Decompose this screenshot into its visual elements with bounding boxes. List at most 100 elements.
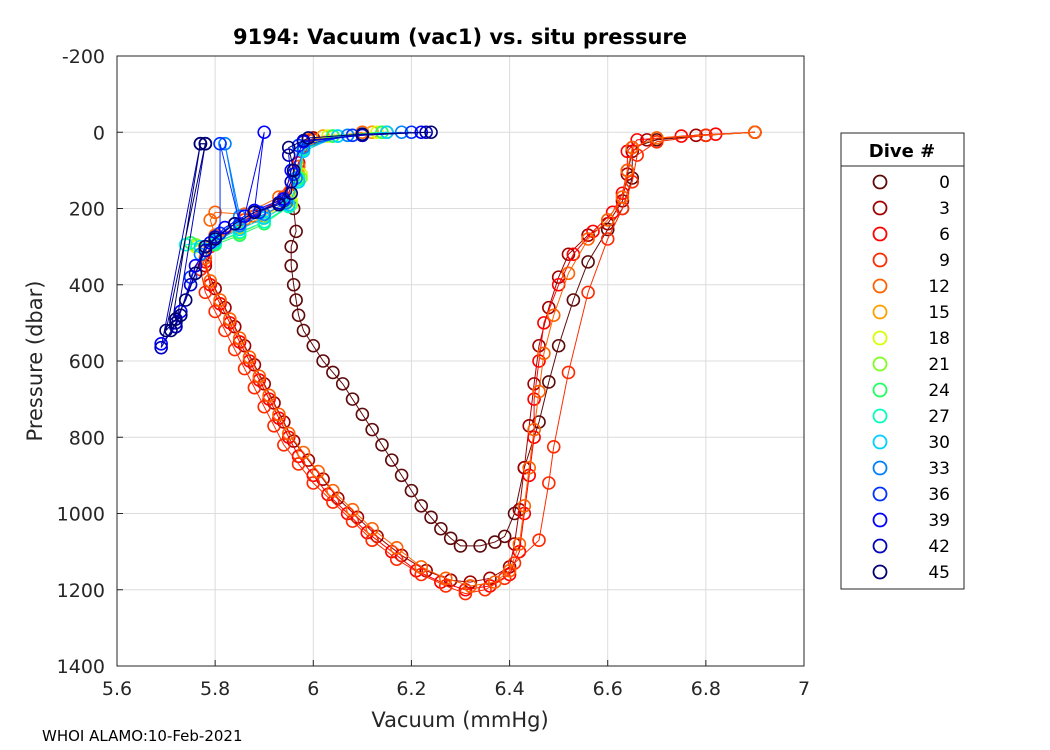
y-tick-label: 400 — [69, 275, 105, 297]
data-point — [434, 521, 448, 536]
data-point — [198, 285, 213, 300]
data-point — [566, 293, 581, 307]
data-point — [183, 277, 198, 292]
data-point — [537, 346, 551, 361]
data-point — [164, 323, 178, 338]
legend-marker — [872, 538, 888, 554]
footer-text: WHOI ALAMO:10-Feb-2021 — [42, 727, 243, 745]
data-point — [414, 560, 429, 574]
x-tick-label: 6 — [307, 678, 319, 700]
data-point — [296, 323, 311, 338]
data-point — [286, 163, 301, 178]
data-point — [512, 544, 527, 559]
data-point — [284, 258, 299, 273]
legend-marker — [872, 564, 888, 580]
data-point — [625, 175, 640, 189]
data-point — [223, 316, 237, 330]
data-point — [365, 422, 379, 437]
legend-label: 42 — [928, 537, 950, 557]
legend-marker — [872, 304, 888, 320]
legend-label: 24 — [928, 381, 950, 401]
data-point — [213, 293, 227, 307]
data-point — [198, 136, 213, 151]
data-point — [404, 483, 419, 498]
data-point — [414, 567, 429, 582]
x-tick-label: 7 — [798, 678, 810, 700]
data-point — [232, 331, 247, 345]
data-point — [203, 213, 218, 227]
legend-marker — [872, 486, 888, 502]
data-point — [159, 323, 173, 338]
data-point — [424, 125, 438, 140]
data-point — [306, 338, 321, 353]
data-point — [649, 134, 664, 149]
data-point — [355, 127, 370, 141]
legend-label: 9 — [939, 251, 950, 271]
data-point — [355, 407, 370, 422]
data-point — [289, 224, 303, 239]
data-point — [178, 293, 193, 307]
data-point — [232, 335, 247, 349]
data-point — [169, 316, 183, 330]
legend-label: 0 — [939, 173, 950, 193]
data-point — [532, 384, 546, 399]
data-point — [272, 197, 286, 212]
series-line — [199, 131, 755, 595]
data-point — [463, 579, 478, 593]
legend-marker — [872, 512, 888, 528]
data-point — [620, 163, 635, 178]
legend-marker — [872, 356, 888, 372]
data-point — [277, 438, 291, 452]
data-point — [262, 388, 276, 403]
data-point — [232, 216, 247, 231]
data-point — [561, 365, 576, 380]
x-tick-label: 6.8 — [691, 678, 721, 700]
x-tick-label: 5.8 — [200, 678, 230, 700]
data-point — [291, 308, 306, 323]
data-point — [512, 537, 527, 551]
data-point — [227, 342, 242, 357]
legend-label: 6 — [939, 225, 950, 245]
data-point — [203, 274, 218, 288]
data-point — [375, 125, 389, 140]
x-tick-label: 6.6 — [593, 678, 623, 700]
data-point — [625, 140, 640, 155]
data-point — [208, 304, 222, 319]
data-point — [463, 575, 478, 589]
data-point — [289, 293, 303, 307]
data-point — [213, 136, 227, 151]
data-point — [237, 361, 252, 376]
data-point — [262, 392, 276, 406]
y-tick-label: 1200 — [57, 580, 105, 602]
data-point — [281, 426, 296, 441]
data-point — [375, 438, 389, 452]
data-point — [542, 476, 556, 490]
data-point — [272, 407, 286, 422]
y-axis-label: Pressure (dbar) — [23, 281, 47, 442]
y-tick-label: 1000 — [57, 504, 105, 526]
data-point — [218, 323, 232, 338]
legend-marker — [872, 252, 888, 268]
data-point — [561, 266, 576, 281]
data-point — [546, 308, 561, 323]
data-point — [630, 148, 644, 162]
x-tick-label: 6.4 — [494, 678, 524, 700]
legend-marker — [872, 226, 888, 242]
legend-label: 3 — [939, 199, 950, 219]
data-point — [173, 304, 188, 319]
data-point — [615, 190, 630, 204]
plot-data — [154, 125, 762, 601]
x-tick-label: 5.6 — [102, 678, 132, 700]
data-point — [335, 377, 350, 391]
y-tick-label: 600 — [69, 351, 105, 373]
data-point — [208, 232, 222, 246]
chart-title: 9194: Vacuum (vac1) vs. situ pressure — [233, 25, 687, 49]
data-point — [291, 457, 306, 471]
data-point — [424, 510, 438, 525]
series-dive-45 — [159, 125, 438, 338]
data-point — [242, 354, 257, 368]
data-point — [473, 539, 487, 553]
data-point — [502, 563, 517, 578]
